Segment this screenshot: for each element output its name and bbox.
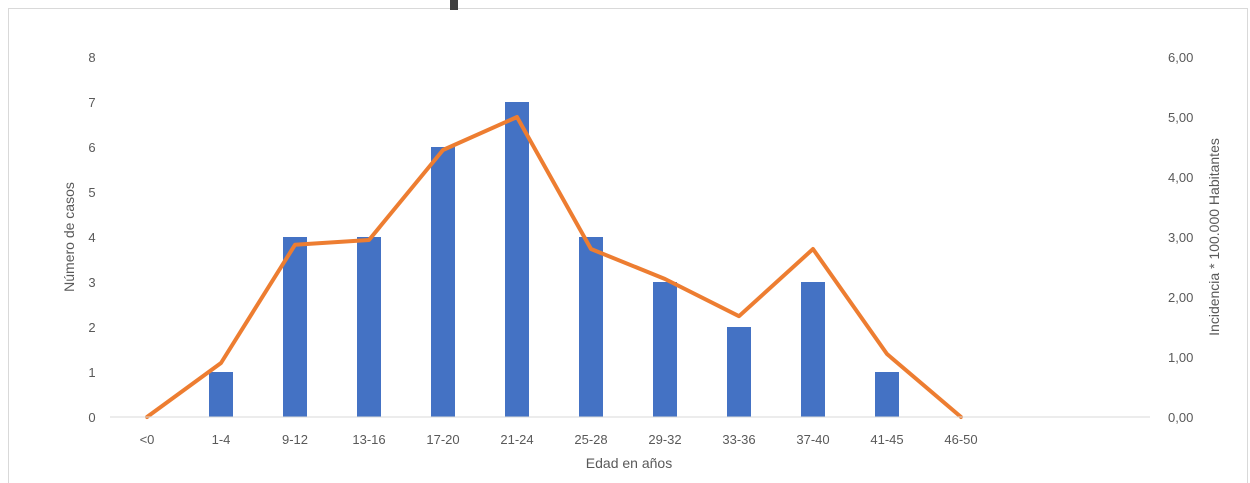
y2-tick-label: 4,00 xyxy=(1168,170,1193,185)
title-remnant xyxy=(450,0,458,10)
x-tick-label: 21-24 xyxy=(500,432,533,447)
y-tick-label: 2 xyxy=(88,320,95,335)
y2-tick-label: 0,00 xyxy=(1168,410,1193,425)
line-series-incidencia xyxy=(145,115,963,419)
y-tick-label: 6 xyxy=(88,140,95,155)
bar-37-40 xyxy=(801,282,825,417)
y-tick-label: 7 xyxy=(88,95,95,110)
y2-tick-label: 5,00 xyxy=(1168,110,1193,125)
bar-9-12 xyxy=(283,237,307,417)
y-tick-label: 0 xyxy=(88,410,95,425)
x-tick-label: 37-40 xyxy=(796,432,829,447)
bar-21-24 xyxy=(505,102,529,417)
y2-tick-label: 3,00 xyxy=(1168,230,1193,245)
y-tick-label: 4 xyxy=(88,230,95,245)
y-axis-right-title: Incidencia * 100.000 Habitantes xyxy=(1206,138,1222,336)
x-tick-label: <0 xyxy=(140,432,155,447)
y2-tick-label: 6,00 xyxy=(1168,50,1193,65)
x-tick-label: 13-16 xyxy=(352,432,385,447)
x-tick-label: 25-28 xyxy=(574,432,607,447)
x-tick-label: 1-4 xyxy=(212,432,231,447)
bar-33-36 xyxy=(727,327,751,417)
x-axis-ticks: <0 1-4 9-12 13-16 17-20 21-24 25-28 29-32 33-36 3… xyxy=(140,432,978,447)
y-tick-label: 1 xyxy=(88,365,95,380)
x-tick-label: 41-45 xyxy=(870,432,903,447)
y-tick-label: 3 xyxy=(88,275,95,290)
bar-13-16 xyxy=(357,237,381,417)
y-tick-label: 5 xyxy=(88,185,95,200)
x-tick-label: 46-50 xyxy=(944,432,977,447)
bar-series-casos xyxy=(209,102,899,417)
x-axis-title: Edad en años xyxy=(586,455,672,471)
y-axis-left-ticks: 0 1 2 3 4 5 6 7 8 xyxy=(88,50,95,425)
y-axis-right-ticks: 0,00 1,00 2,00 3,00 4,00 5,00 6,00 xyxy=(1168,50,1193,425)
y2-tick-label: 2,00 xyxy=(1168,290,1193,305)
y-tick-label: 8 xyxy=(88,50,95,65)
x-tick-label: 17-20 xyxy=(426,432,459,447)
bar-1-4 xyxy=(209,372,233,417)
x-tick-label: 9-12 xyxy=(282,432,308,447)
bar-17-20 xyxy=(431,147,455,417)
x-tick-label: 29-32 xyxy=(648,432,681,447)
bar-25-28 xyxy=(579,237,603,417)
bar-41-45 xyxy=(875,372,899,417)
y-axis-left-title: Número de casos xyxy=(61,182,77,292)
y2-tick-label: 1,00 xyxy=(1168,350,1193,365)
bar-29-32 xyxy=(653,282,677,417)
x-tick-label: 33-36 xyxy=(722,432,755,447)
